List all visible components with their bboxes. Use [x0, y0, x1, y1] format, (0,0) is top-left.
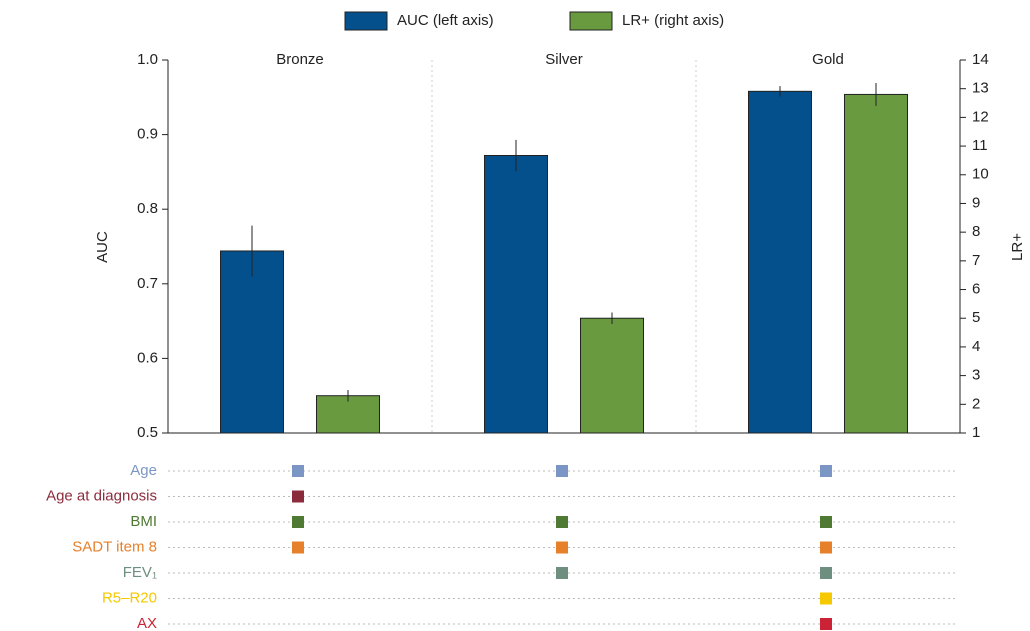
feature-marker [292, 490, 304, 503]
y2-tick-label: 1 [972, 424, 980, 441]
y-tick-label: 0.6 [137, 349, 158, 366]
y2-tick-label: 2 [972, 395, 980, 412]
legend-label: AUC (left axis) [397, 12, 494, 29]
feature-marker [292, 541, 304, 554]
y2-tick-label: 9 [972, 194, 980, 211]
bar [580, 317, 644, 434]
bar [844, 93, 908, 434]
feature-marker [820, 516, 832, 528]
y2-tick-label: 4 [972, 338, 980, 355]
feature-marker [292, 516, 304, 528]
y2-axis-label: LR+ [1009, 233, 1026, 261]
legend-swatch [344, 11, 388, 31]
category-label: Gold [812, 51, 844, 68]
bar [316, 395, 380, 434]
y2-tick-label: 13 [972, 80, 989, 97]
bar [484, 154, 548, 434]
category-label: Bronze [276, 51, 324, 68]
y-tick-label: 0.7 [137, 275, 158, 292]
feature-label: Age [130, 462, 157, 479]
feature-marker [820, 567, 832, 579]
feature-label: R5–R20 [102, 589, 157, 606]
feature-marker [556, 516, 568, 528]
y2-tick-label: 6 [972, 281, 980, 298]
feature-marker [820, 592, 832, 605]
feature-marker [820, 541, 832, 554]
y2-tick-label: 14 [972, 51, 989, 68]
feature-marker [820, 465, 832, 477]
feature-marker [820, 618, 832, 630]
y2-tick-label: 12 [972, 108, 989, 125]
feature-label: Age at diagnosis [46, 487, 157, 504]
legend-label: LR+ (right axis) [622, 12, 724, 29]
y-tick-label: 0.5 [137, 424, 158, 441]
y2-tick-label: 7 [972, 252, 980, 269]
y-axis-label: AUC [94, 231, 111, 263]
y2-tick-label: 10 [972, 166, 989, 183]
y-tick-label: 1.0 [137, 51, 158, 68]
y2-tick-label: 5 [972, 309, 980, 326]
bar [748, 90, 812, 434]
category-label: Silver [545, 51, 583, 68]
y2-tick-label: 3 [972, 367, 980, 384]
feature-label: SADT item 8 [72, 538, 157, 555]
y2-tick-label: 11 [972, 137, 988, 154]
feature-marker [556, 541, 568, 554]
feature-label: BMI [130, 513, 157, 530]
y-tick-label: 0.8 [137, 200, 158, 217]
y2-tick-label: 8 [972, 223, 980, 240]
feature-marker [556, 567, 568, 579]
feature-marker [556, 465, 568, 477]
feature-label: AX [137, 615, 157, 631]
feature-marker [292, 465, 304, 477]
y-tick-label: 0.9 [137, 126, 158, 143]
feature-label: FEV₁ [123, 564, 157, 581]
legend-swatch [569, 11, 613, 31]
bar [220, 250, 284, 434]
